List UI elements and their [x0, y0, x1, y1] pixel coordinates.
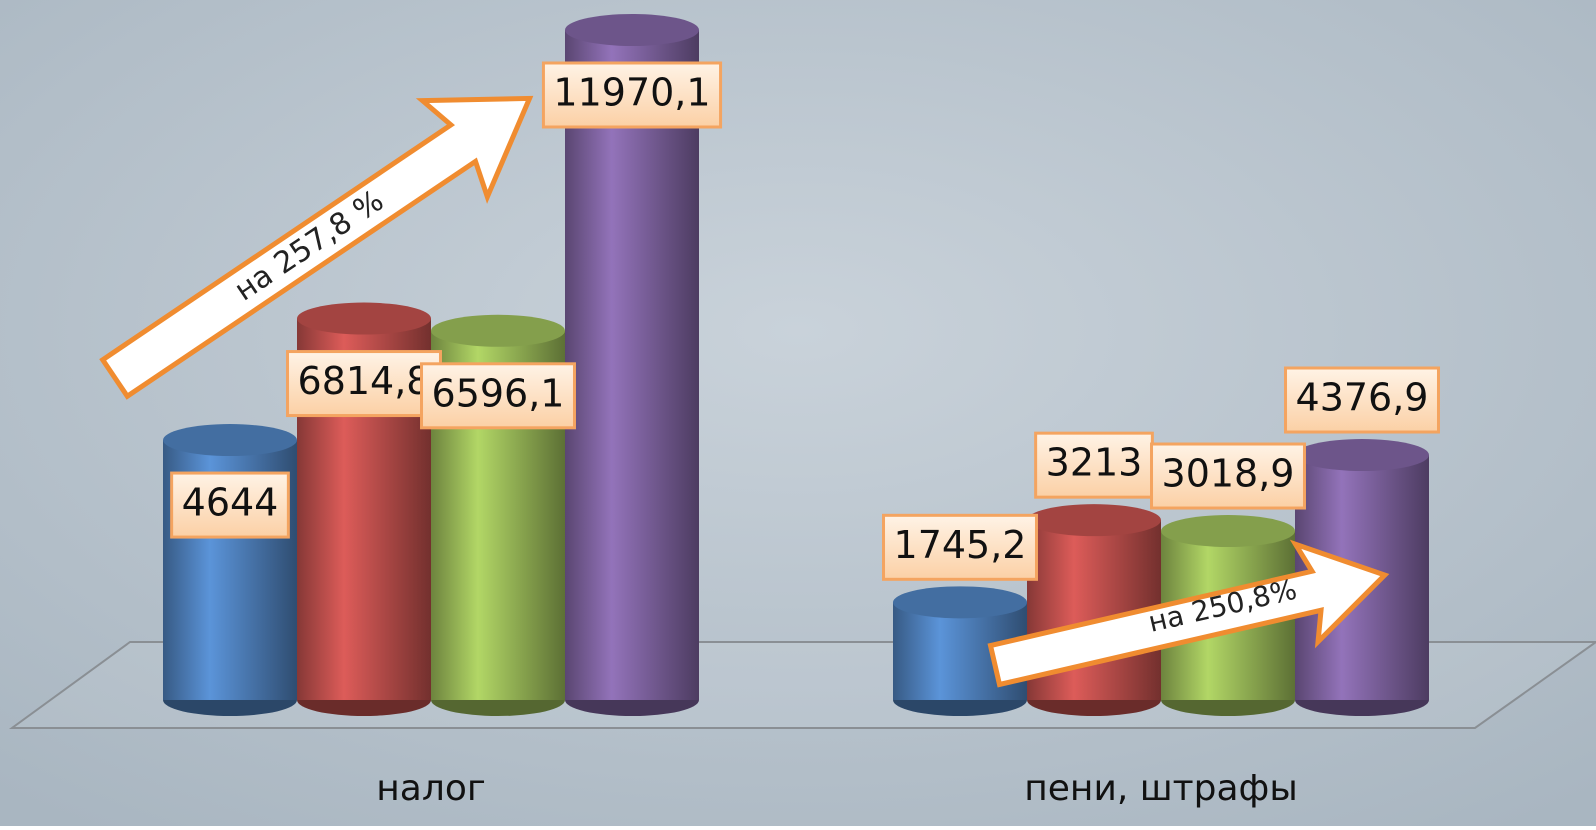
x-tick-label: пени, штрафы: [1024, 768, 1298, 809]
data-label: 4376,9: [1296, 376, 1429, 420]
bar-top: [297, 303, 431, 335]
data-label: 3213: [1046, 441, 1143, 485]
bar: [565, 30, 699, 700]
data-label: 11970,1: [553, 71, 710, 115]
bar-top: [565, 14, 699, 46]
bar-top: [163, 424, 297, 456]
bar-top: [1161, 515, 1295, 547]
data-label: 1745,2: [894, 523, 1027, 567]
data-label: 6596,1: [432, 371, 565, 415]
data-label: 6814,8: [298, 359, 431, 403]
bar-top: [1295, 439, 1429, 471]
bar-top: [893, 586, 1027, 618]
x-tick-label: налог: [376, 768, 486, 809]
bar-top: [1027, 504, 1161, 536]
chart: на 257,8 % на 250,8% налог46446814,86596…: [0, 0, 1596, 826]
bar-top: [431, 315, 565, 347]
data-label: 3018,9: [1162, 452, 1295, 496]
page: на 257,8 % на 250,8% налог46446814,86596…: [0, 0, 1596, 826]
data-label: 4644: [182, 481, 279, 525]
